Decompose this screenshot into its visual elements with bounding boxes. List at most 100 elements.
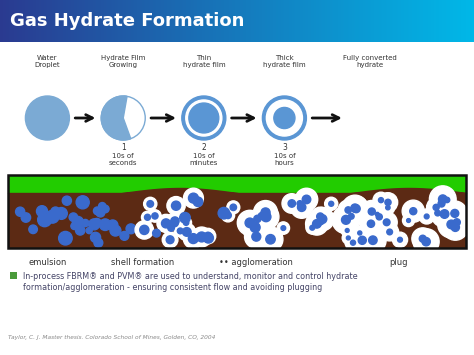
Ellipse shape	[311, 212, 329, 230]
Wedge shape	[101, 96, 131, 140]
Bar	[90, 0, 91, 42]
Bar	[234, 0, 236, 42]
Bar	[299, 0, 300, 42]
Bar	[401, 0, 403, 42]
Text: shell formation: shell formation	[110, 258, 174, 267]
Bar	[224, 0, 226, 42]
Bar	[354, 0, 356, 42]
Bar	[365, 0, 366, 42]
Bar	[84, 0, 85, 42]
Bar	[360, 0, 362, 42]
Ellipse shape	[120, 231, 129, 240]
Bar	[164, 0, 166, 42]
Bar	[46, 0, 47, 42]
Ellipse shape	[422, 237, 430, 246]
Ellipse shape	[419, 235, 426, 242]
Ellipse shape	[380, 215, 394, 229]
Bar	[291, 0, 292, 42]
Ellipse shape	[92, 218, 101, 228]
Ellipse shape	[387, 229, 392, 235]
Bar	[101, 0, 103, 42]
Bar	[0, 0, 1, 42]
Ellipse shape	[310, 225, 315, 230]
Ellipse shape	[99, 202, 106, 210]
Ellipse shape	[110, 225, 121, 236]
Bar	[35, 0, 36, 42]
Bar	[319, 0, 321, 42]
Ellipse shape	[166, 215, 182, 231]
Bar	[226, 0, 228, 42]
Bar	[70, 0, 71, 42]
Ellipse shape	[350, 240, 356, 245]
Bar	[139, 0, 141, 42]
Ellipse shape	[451, 209, 459, 217]
Bar	[240, 0, 242, 42]
Bar	[158, 0, 160, 42]
Ellipse shape	[91, 233, 98, 239]
Ellipse shape	[91, 233, 100, 242]
Bar	[469, 0, 471, 42]
Bar	[232, 0, 234, 42]
Text: formation/agglomeration - ensuring consistent flow and avoiding plugging: formation/agglomeration - ensuring consi…	[23, 283, 322, 292]
Ellipse shape	[447, 220, 456, 229]
Bar	[378, 0, 379, 42]
Ellipse shape	[344, 196, 369, 221]
Bar	[32, 0, 33, 42]
Ellipse shape	[245, 225, 268, 248]
Ellipse shape	[310, 207, 334, 231]
Ellipse shape	[166, 236, 174, 244]
Bar	[468, 0, 469, 42]
Bar	[156, 0, 158, 42]
Ellipse shape	[82, 219, 89, 227]
Bar	[123, 0, 125, 42]
Bar	[218, 0, 219, 42]
Bar	[33, 0, 35, 42]
Bar	[167, 0, 169, 42]
Ellipse shape	[168, 225, 174, 231]
Bar	[87, 0, 89, 42]
Bar	[134, 0, 136, 42]
Ellipse shape	[69, 213, 78, 222]
Ellipse shape	[182, 96, 226, 140]
Bar	[193, 0, 194, 42]
Ellipse shape	[424, 214, 429, 219]
Ellipse shape	[312, 217, 325, 230]
Ellipse shape	[59, 231, 72, 245]
Bar	[74, 0, 76, 42]
Bar	[442, 0, 444, 42]
Bar	[281, 0, 283, 42]
Text: 10s of
hours: 10s of hours	[273, 153, 295, 166]
Text: 2: 2	[201, 143, 206, 152]
Ellipse shape	[200, 228, 216, 244]
Bar	[463, 0, 465, 42]
Bar	[186, 0, 188, 42]
Ellipse shape	[352, 205, 360, 213]
Bar	[136, 0, 137, 42]
Bar	[76, 0, 77, 42]
Bar	[198, 0, 199, 42]
Ellipse shape	[291, 196, 313, 218]
Ellipse shape	[429, 186, 456, 213]
Bar	[185, 0, 186, 42]
Ellipse shape	[431, 193, 452, 214]
Ellipse shape	[254, 201, 277, 224]
Ellipse shape	[402, 214, 415, 226]
Ellipse shape	[417, 232, 436, 251]
Ellipse shape	[73, 217, 83, 228]
Text: Fully converted
hydrate: Fully converted hydrate	[343, 55, 397, 68]
Bar	[359, 0, 360, 42]
Bar	[449, 0, 450, 42]
Ellipse shape	[386, 206, 390, 210]
Bar	[229, 0, 231, 42]
Ellipse shape	[438, 200, 445, 207]
Bar	[217, 0, 218, 42]
Bar	[460, 0, 461, 42]
Text: plug: plug	[389, 258, 408, 267]
Ellipse shape	[297, 201, 303, 206]
Ellipse shape	[282, 194, 301, 213]
Bar	[6, 0, 8, 42]
Ellipse shape	[373, 192, 389, 208]
Ellipse shape	[73, 222, 80, 229]
Text: 1: 1	[121, 143, 126, 152]
Text: In-process FBRM® and PVM® are used to understand, monitor and control hydrate: In-process FBRM® and PVM® are used to un…	[23, 272, 357, 281]
